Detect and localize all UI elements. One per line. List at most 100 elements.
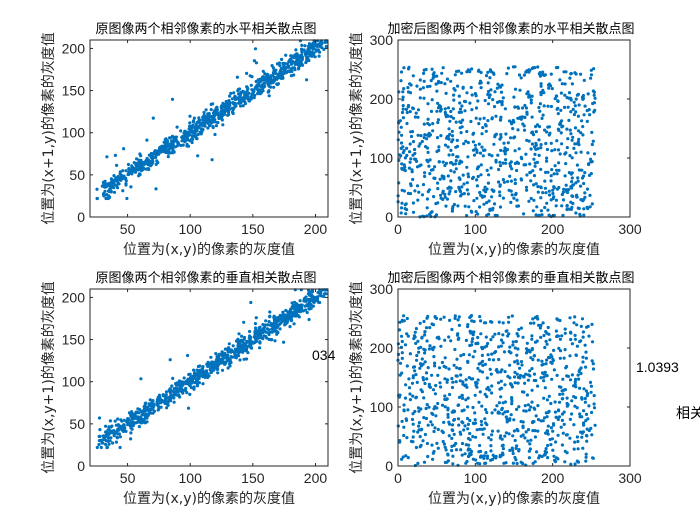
scatter-point (531, 169, 535, 173)
scatter-point (427, 134, 431, 138)
scatter-point (583, 191, 587, 195)
scatter-point (573, 337, 578, 341)
scatter-point (516, 362, 520, 366)
scatter-point (413, 151, 417, 156)
scatter-point (584, 350, 588, 354)
scatter-point (406, 103, 411, 108)
scatter-point (574, 97, 578, 101)
scatter-point (221, 110, 225, 114)
scatter-point (575, 323, 579, 327)
scatter-point (459, 373, 463, 377)
scatter-point (443, 163, 447, 168)
scatter-point (130, 427, 134, 431)
scatter-point (437, 79, 441, 84)
scatter-point (444, 204, 448, 208)
scatter-point (500, 437, 504, 441)
scatter-point (584, 356, 589, 360)
scatter-point (498, 190, 502, 194)
scatter-point (462, 408, 466, 412)
scatter-point (102, 182, 106, 186)
scatter-point (400, 351, 404, 355)
scatter-point (121, 189, 125, 193)
scatter-point (533, 152, 537, 156)
scatter-point (481, 154, 485, 158)
scatter-point (245, 346, 249, 350)
scatter-point (553, 148, 557, 152)
scatter-point (544, 431, 548, 435)
scatter-point (560, 82, 564, 86)
scatter-point (546, 208, 550, 212)
scatter-point (583, 396, 587, 401)
y-axis-label: 位置为(x,y+1)的像素的灰度值 (349, 281, 365, 474)
scatter-point (517, 147, 521, 151)
scatter-point (300, 43, 304, 48)
scatter-point (309, 293, 313, 297)
scatter-point (562, 105, 567, 109)
scatter-point (499, 90, 504, 94)
scatter-point (294, 48, 298, 52)
scatter-point (457, 395, 462, 399)
scatter-point (122, 174, 126, 179)
scatter-point (564, 70, 568, 74)
scatter-point (579, 430, 583, 434)
scatter-point (289, 311, 293, 315)
scatter-point (515, 353, 519, 357)
scatter-point (411, 412, 415, 416)
scatter-point (406, 456, 410, 460)
scatter-point (571, 135, 575, 139)
scatter-point (400, 110, 405, 115)
scatter-point (436, 118, 440, 122)
scatter-point (423, 381, 427, 386)
scatter-point (405, 110, 409, 115)
scatter-point (192, 376, 196, 380)
scatter-point (527, 199, 531, 203)
scatter-point (465, 416, 470, 421)
scatter-point (545, 156, 549, 160)
scatter-point (305, 303, 309, 307)
scatter-point (145, 138, 149, 142)
scatter-point (434, 414, 438, 418)
scatter-point (473, 393, 477, 397)
scatter-point (430, 98, 434, 102)
scatter-point (402, 403, 406, 407)
scatter-point (485, 454, 490, 458)
scatter-point (236, 343, 240, 348)
scatter-point (105, 445, 109, 450)
scatter-point (483, 98, 487, 103)
scatter-point (405, 121, 409, 126)
scatter-point (408, 82, 412, 86)
scatter-point (171, 389, 175, 393)
scatter-point (570, 138, 574, 142)
scatter-point (443, 82, 447, 86)
scatter-point (557, 385, 562, 389)
scatter-point (477, 165, 481, 169)
scatter-point (466, 172, 470, 176)
scatter-point (466, 422, 470, 426)
scatter-point (267, 320, 271, 324)
scatter-point (110, 179, 114, 183)
scatter-point (103, 185, 107, 189)
scatter-point (440, 71, 444, 75)
scatter-point (466, 68, 470, 72)
scatter-point (545, 201, 549, 205)
scatter-point (436, 446, 440, 450)
scatter-point (518, 88, 522, 92)
scatter-point (583, 343, 587, 347)
scatter-point (417, 190, 421, 194)
scatter-point (461, 86, 465, 90)
scatter-point (411, 106, 415, 110)
scatter-point (164, 396, 168, 400)
scatter-point (421, 439, 425, 443)
scatter-point (490, 116, 494, 120)
scatter-point (553, 164, 557, 168)
scatter-point (418, 435, 422, 439)
scatter-point (137, 174, 141, 178)
scatter-point (587, 162, 591, 167)
scatter-point (513, 370, 517, 374)
scatter-point (554, 204, 558, 208)
scatter-point (528, 350, 532, 354)
scatter-point (228, 364, 232, 368)
partial-value-left: 034 (312, 347, 336, 363)
scatter-point (497, 345, 501, 349)
scatter-point (425, 441, 429, 446)
